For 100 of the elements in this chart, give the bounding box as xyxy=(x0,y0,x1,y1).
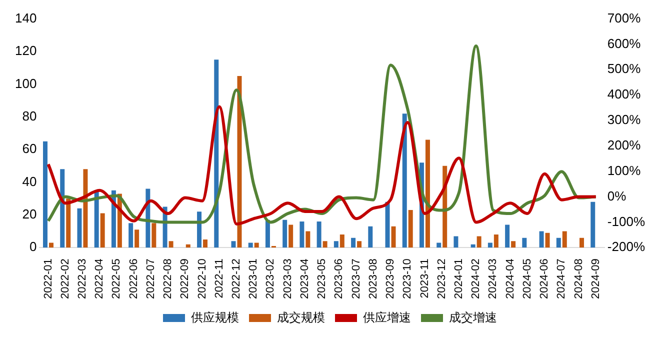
x-tick-label: 2024-02 xyxy=(470,258,482,300)
x-tick-label: 2023-06 xyxy=(333,258,346,300)
bar xyxy=(505,224,510,248)
bar xyxy=(470,244,476,248)
y2-tick-label: -100% xyxy=(607,214,646,229)
bar xyxy=(306,231,310,248)
bar xyxy=(322,241,328,248)
bar xyxy=(77,208,82,248)
x-tick-label: 2022-06 xyxy=(128,258,140,300)
y-tick-label: 100 xyxy=(14,76,37,91)
x-tick-label: 2024-01 xyxy=(452,258,465,300)
x-tick-label: 2024-04 xyxy=(504,258,516,300)
y2-tick-label: 400% xyxy=(607,86,642,102)
bar xyxy=(408,210,413,248)
bar xyxy=(539,231,544,248)
x-tick-label: 2022-03 xyxy=(76,258,89,300)
bar xyxy=(436,242,442,248)
x-tick-label: 2022-11 xyxy=(213,258,226,298)
x-tick-label: 2023-10 xyxy=(402,258,414,300)
bar xyxy=(66,198,71,248)
x-tick-label: 2022-02 xyxy=(59,258,72,300)
x-tick-label: 2023-07 xyxy=(350,258,362,300)
x-tick-label: 2022-08 xyxy=(162,258,174,300)
bar xyxy=(248,242,253,248)
x-tick-label: 2023-05 xyxy=(316,258,328,300)
bar xyxy=(402,114,407,248)
y2-tick-label: -200% xyxy=(607,239,646,254)
x-tick-label: 2022-12 xyxy=(230,258,243,300)
x-tick-label: 2022-09 xyxy=(179,258,192,300)
bar xyxy=(60,169,65,248)
bar xyxy=(288,224,294,248)
bar xyxy=(340,234,344,248)
y-tick-label: 120 xyxy=(14,43,37,58)
bar xyxy=(425,140,430,248)
x-tick-label: 2022-05 xyxy=(110,258,123,300)
y2-tick-label: 100% xyxy=(607,162,642,178)
bar xyxy=(357,241,362,248)
bar xyxy=(545,232,550,248)
legend-label: 供应规模 xyxy=(191,310,239,324)
x-tick-label: 2024-08 xyxy=(572,258,585,300)
bar xyxy=(48,242,54,248)
bar xyxy=(186,244,190,248)
x-tick-label: 2023-01 xyxy=(248,258,260,300)
bar xyxy=(316,221,322,248)
x-tick-label: 2024-09 xyxy=(590,258,602,300)
legend-label: 成交规模 xyxy=(277,310,325,324)
bar xyxy=(282,220,288,248)
bar xyxy=(231,241,236,248)
y2-tick-label: 0% xyxy=(607,188,627,204)
bar xyxy=(562,231,567,248)
bar xyxy=(511,241,516,248)
bar xyxy=(488,242,492,248)
bar xyxy=(368,226,373,248)
bar xyxy=(300,221,304,248)
bar xyxy=(334,241,338,248)
y-tick-label: 60 xyxy=(22,141,37,156)
bar xyxy=(94,190,99,248)
x-tick-label: 2023-09 xyxy=(384,258,397,300)
x-tick-label: 2023-03 xyxy=(282,258,294,300)
bar xyxy=(522,238,527,248)
bar xyxy=(83,169,88,248)
bar xyxy=(556,238,561,248)
legend-label: 供应增速 xyxy=(363,310,411,324)
x-tick-label: 2024-05 xyxy=(521,258,534,300)
bar xyxy=(197,212,202,248)
y2-tick-label: 300% xyxy=(607,112,642,128)
bar xyxy=(494,234,498,248)
bar xyxy=(351,238,356,248)
x-tick-label: 2023-04 xyxy=(298,258,311,300)
bar xyxy=(590,202,596,248)
bar xyxy=(254,242,259,248)
x-tick-label: 2022-07 xyxy=(144,258,157,300)
x-tick-label: 2023-12 xyxy=(436,258,448,300)
x-tick-label: 2022-10 xyxy=(196,258,208,300)
line-series xyxy=(46,105,598,226)
bar xyxy=(237,76,242,248)
x-tick-label: 2024-06 xyxy=(538,258,551,300)
y-tick-label: 40 xyxy=(22,174,37,189)
bar xyxy=(476,236,482,248)
bar xyxy=(43,141,48,248)
x-tick-label: 2023-02 xyxy=(264,258,277,300)
y2-tick-label: 600% xyxy=(607,36,642,51)
y2-tick-label: 700% xyxy=(607,10,642,26)
bar xyxy=(168,241,174,248)
bar xyxy=(100,213,105,248)
bar xyxy=(203,239,208,248)
x-tick-label: 2022-01 xyxy=(42,258,54,300)
y-tick-label: 0 xyxy=(29,239,37,254)
y2-tick-label: 200% xyxy=(607,138,642,153)
y-tick-label: 140 xyxy=(14,10,37,26)
x-tick-label: 2022-04 xyxy=(94,258,106,300)
bar xyxy=(454,236,458,248)
bar xyxy=(152,223,156,248)
bar xyxy=(265,220,270,248)
x-tick-label: 2023-11 xyxy=(418,258,431,298)
y2-tick-label: 500% xyxy=(607,61,642,76)
bar xyxy=(128,223,134,248)
x-tick-label: 2024-07 xyxy=(556,258,568,300)
legend-label: 成交增速 xyxy=(449,310,497,324)
bar xyxy=(134,230,140,248)
